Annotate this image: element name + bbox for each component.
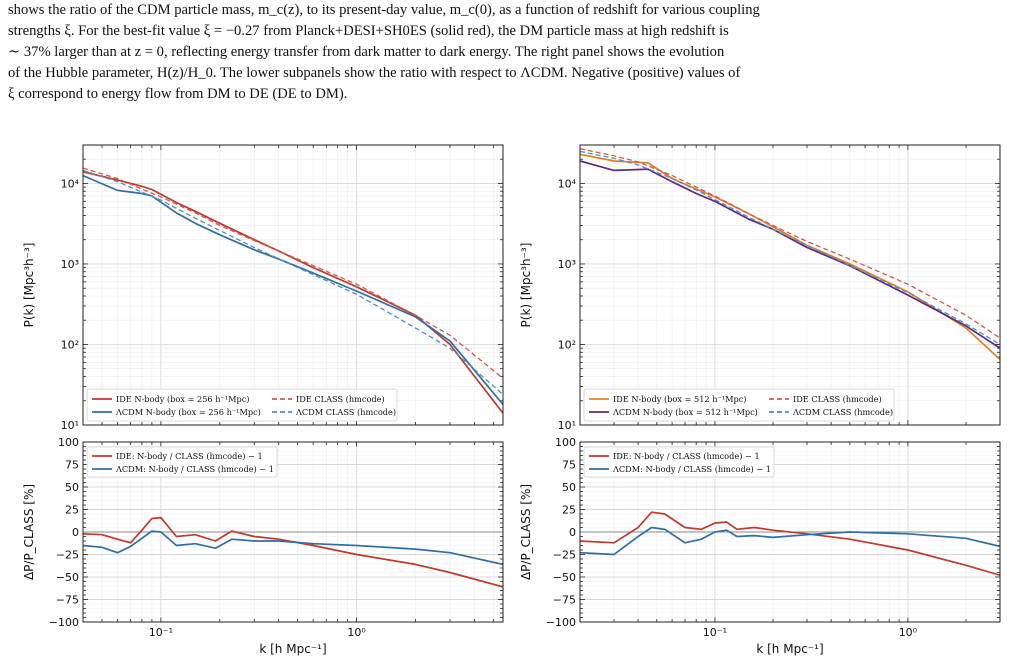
y-tick-label: 100	[58, 436, 79, 449]
legend-frame	[86, 446, 278, 478]
legend-label: IDE N-body (box = 256 h⁻¹Mpc)	[116, 394, 250, 404]
series-line	[580, 160, 1000, 349]
figure-caption: shows the ratio of the CDM particle mass…	[8, 0, 1022, 105]
grid	[82, 144, 503, 426]
legend-frame	[583, 388, 895, 422]
legend-label: ΛCDM N-body (box = 256 h⁻¹Mpc)	[115, 407, 261, 417]
chart-top-right: 10¹ 10² 10³ 10⁴ P(k) [Mpc³h⁻³] IDE N-body (bo…	[519, 144, 1001, 432]
legend-label: IDE N-body (box = 512 h⁻¹Mpc)	[613, 394, 747, 404]
y-tick-label: −75	[553, 594, 576, 607]
grid	[579, 144, 1001, 426]
series-line	[580, 148, 1000, 339]
plot-frame	[82, 441, 504, 623]
y-tick-label: 100	[555, 436, 576, 449]
y-tick-label: −25	[56, 549, 79, 562]
legend-label: IDE: N-body / CLASS (hmcode) − 1	[613, 451, 760, 461]
legend-frame	[583, 446, 775, 478]
caption-text: strengths ξ. For the best-fit value ξ = …	[8, 23, 729, 39]
series-line	[83, 516, 503, 588]
y-tick-label: 10¹	[61, 419, 79, 432]
series-group	[580, 148, 1000, 361]
y-tick-label: 0	[72, 526, 79, 539]
chart-top-left: 10¹ 10² 10³ 10⁴ P(k) [Mpc³h⁻³] IDE N-body (bo…	[22, 144, 504, 432]
caption-line: ξ correspond to energy flow from DM to D…	[8, 84, 1022, 105]
legend: IDE N-body (box = 256 h⁻¹Mpc) ΛCDM N-body…	[86, 388, 398, 422]
legend: IDE: N-body / CLASS (hmcode) − 1 ΛCDM: N-…	[86, 446, 278, 478]
y-tick-label: −75	[56, 594, 79, 607]
plot-frame	[82, 144, 504, 426]
series-line	[83, 530, 503, 566]
x-axis-label: k [h Mpc⁻¹]	[756, 642, 823, 656]
series-line	[83, 167, 503, 379]
y-tick-label: 10²	[558, 338, 576, 351]
caption-line: shows the ratio of the CDM particle mass…	[8, 0, 1022, 21]
y-tick-label: 75	[65, 459, 79, 472]
series-group	[580, 511, 1000, 577]
legend-label: IDE CLASS (hmcode)	[296, 394, 385, 404]
x-tick-label: 10⁰	[899, 626, 918, 639]
series-line	[580, 526, 1000, 556]
y-tick-label: 10³	[558, 258, 576, 271]
plot-frame	[579, 441, 1001, 623]
legend-label: ΛCDM N-body (box = 512 h⁻¹Mpc)	[612, 407, 758, 417]
y-axis-label: ΔP/P_CLASS [%]	[22, 484, 36, 580]
legend: IDE: N-body / CLASS (hmcode) − 1 ΛCDM: N-…	[583, 446, 775, 478]
series-line	[580, 511, 1000, 577]
legend-label: ΛCDM CLASS (hmcode)	[295, 407, 396, 417]
legend-label: ΛCDM: N-body / CLASS (hmcode) − 1	[115, 464, 274, 474]
series-group	[83, 167, 503, 414]
legend: IDE N-body (box = 512 h⁻¹Mpc) ΛCDM N-body…	[583, 388, 895, 422]
y-tick-label: 10¹	[558, 419, 576, 432]
y-tick-label: −100	[546, 616, 576, 629]
y-tick-label: 25	[65, 504, 79, 517]
series-line	[83, 169, 503, 395]
x-tick-label: 10⁻¹	[149, 626, 173, 639]
series-line	[580, 153, 1000, 361]
y-tick-label: −50	[553, 571, 576, 584]
y-axis-label: ΔP/P_CLASS [%]	[519, 484, 533, 580]
y-tick-label: −25	[553, 549, 576, 562]
y-tick-label: 75	[562, 459, 576, 472]
caption-text: shows the ratio of the CDM particle mass…	[8, 2, 760, 18]
caption-text: of the Hubble parameter, H(z)/H_0. The l…	[8, 65, 741, 81]
legend-label: IDE CLASS (hmcode)	[793, 394, 882, 404]
caption-line: strengths ξ. For the best-fit value ξ = …	[8, 21, 1022, 42]
plot-frame	[579, 144, 1001, 426]
series-line	[83, 174, 503, 405]
y-tick-label: 50	[65, 481, 79, 494]
y-tick-label: 10²	[61, 338, 79, 351]
legend-frame	[86, 388, 398, 422]
series-line	[580, 150, 1000, 346]
caption-text: ξ correspond to energy flow from DM to D…	[8, 86, 348, 102]
legend-label: ΛCDM: N-body / CLASS (hmcode) − 1	[612, 464, 771, 474]
x-tick-label: 10⁰	[347, 626, 366, 639]
legend-label: IDE: N-body / CLASS (hmcode) − 1	[116, 451, 263, 461]
legend-label: ΛCDM CLASS (hmcode)	[792, 407, 893, 417]
caption-line: ∼ 37% larger than at z = 0, reflecting e…	[8, 42, 1022, 63]
y-tick-label: 10³	[61, 258, 79, 271]
y-tick-label: 10⁴	[558, 177, 577, 190]
y-axis-label: P(k) [Mpc³h⁻³]	[519, 243, 533, 328]
chart-bottom-left: −100 −75 −50 −25 0 25 50 75 100 10⁻¹ 10⁰ ΔP/P_CLASS…	[22, 436, 504, 656]
x-tick-label: 10⁻¹	[703, 626, 727, 639]
y-tick-label: 0	[569, 526, 576, 539]
y-tick-label: 50	[562, 481, 576, 494]
x-axis-label: k [h Mpc⁻¹]	[259, 642, 326, 656]
caption-line: of the Hubble parameter, H(z)/H_0. The l…	[8, 63, 1022, 84]
y-axis-label: P(k) [Mpc³h⁻³]	[22, 243, 36, 328]
caption-text: ∼ 37% larger than at z = 0, reflecting e…	[8, 44, 725, 60]
y-tick-label: −50	[56, 571, 79, 584]
y-tick-label: 25	[562, 504, 576, 517]
y-tick-label: −100	[49, 616, 79, 629]
series-group	[83, 516, 503, 588]
chart-bottom-right: −100 −75 −50 −25 0 25 50 75 100 10⁻¹ 10⁰ ΔP/P_CLASS…	[519, 436, 1001, 656]
y-tick-label: 10⁴	[61, 177, 80, 190]
